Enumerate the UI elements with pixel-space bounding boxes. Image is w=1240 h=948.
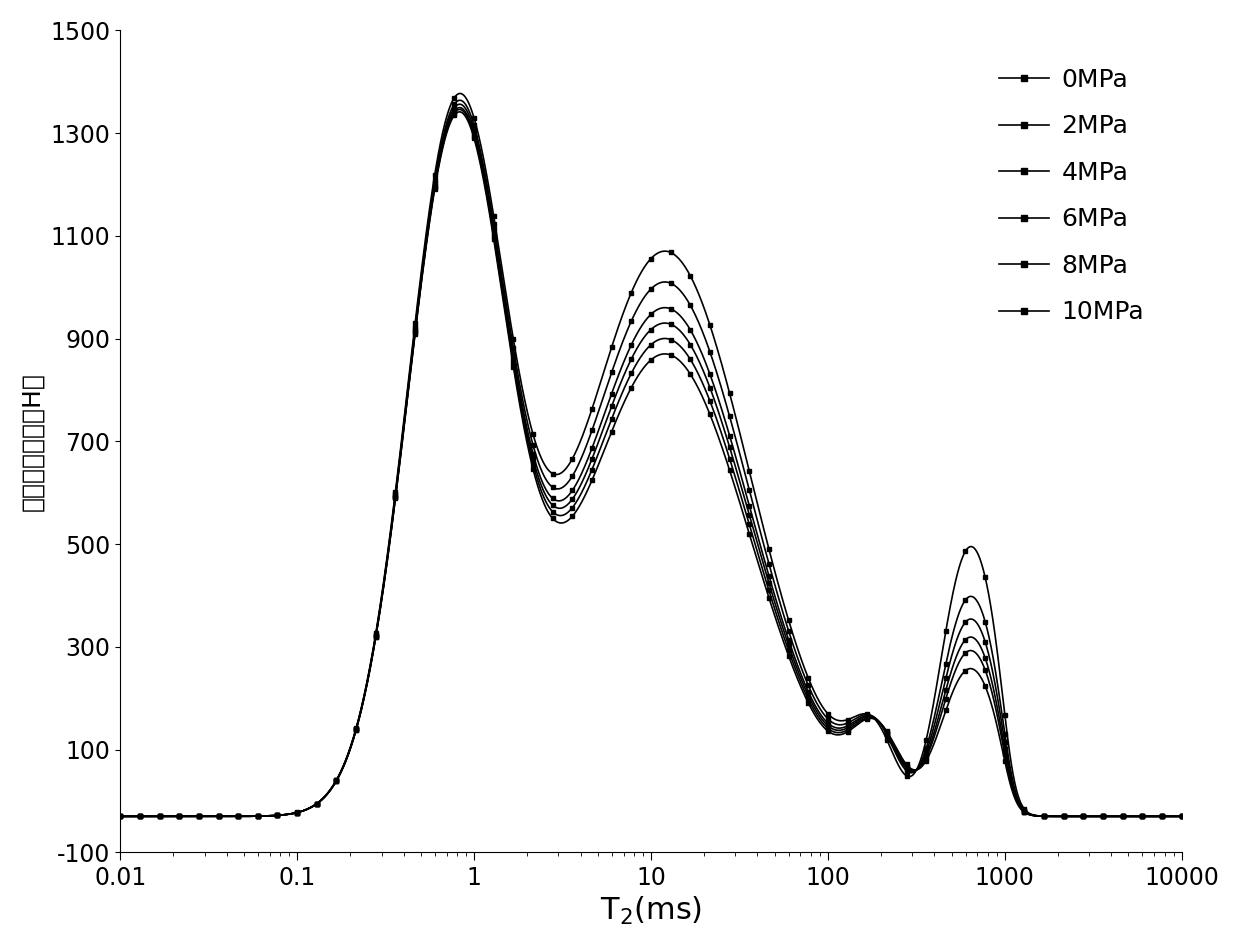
6MPa [618, 368, 632, 379]
6MPa [453, 102, 467, 114]
10MPa [1142, 811, 1157, 822]
0MPa [453, 88, 467, 100]
4MPa [1089, 811, 1104, 822]
10MPa [1174, 811, 1189, 822]
6MPa [1089, 811, 1104, 822]
10MPa [113, 811, 128, 822]
4MPa [1174, 811, 1189, 822]
Y-axis label: 核磁信号强度（H）: 核磁信号强度（H） [21, 372, 45, 511]
6MPa [1174, 811, 1189, 822]
10MPa [1089, 811, 1104, 822]
0MPa [113, 811, 128, 822]
6MPa [559, 500, 574, 511]
10MPa [559, 516, 574, 527]
8MPa [568, 499, 583, 510]
10MPa [618, 395, 632, 407]
4MPa [453, 99, 467, 110]
2MPa [1174, 811, 1189, 822]
8MPa [559, 508, 574, 520]
0MPa [618, 303, 632, 315]
0MPa [1142, 811, 1157, 822]
10MPa [884, 734, 899, 745]
0MPa [1174, 811, 1189, 822]
2MPa [559, 479, 574, 490]
Line: 8MPa: 8MPa [120, 109, 1182, 816]
4MPa [884, 738, 899, 749]
8MPa [1142, 811, 1157, 822]
2MPa [113, 811, 128, 822]
Line: 4MPa: 4MPa [120, 104, 1182, 816]
8MPa [884, 736, 899, 747]
2MPa [453, 95, 467, 106]
Line: 10MPa: 10MPa [120, 112, 1182, 816]
10MPa [1167, 811, 1182, 822]
4MPa [559, 492, 574, 503]
2MPa [568, 465, 583, 477]
0MPa [884, 745, 899, 757]
4MPa [568, 481, 583, 492]
0MPa [568, 448, 583, 460]
4MPa [618, 354, 632, 365]
8MPa [1174, 811, 1189, 822]
4MPa [113, 811, 128, 822]
2MPa [1167, 811, 1182, 822]
Line: 2MPa: 2MPa [120, 100, 1182, 816]
0MPa [1168, 811, 1183, 822]
6MPa [884, 736, 899, 747]
4MPa [1167, 811, 1182, 822]
X-axis label: T$_2$(ms): T$_2$(ms) [600, 895, 702, 927]
2MPa [1142, 811, 1157, 822]
0MPa [1089, 811, 1104, 822]
6MPa [1142, 811, 1157, 822]
6MPa [113, 811, 128, 822]
Legend: 0MPa, 2MPa, 4MPa, 6MPa, 8MPa, 10MPa: 0MPa, 2MPa, 4MPa, 6MPa, 8MPa, 10MPa [975, 43, 1169, 349]
8MPa [618, 381, 632, 392]
6MPa [1167, 811, 1182, 822]
Line: 6MPa: 6MPa [120, 108, 1182, 816]
0MPa [559, 463, 574, 474]
10MPa [568, 507, 583, 519]
2MPa [618, 331, 632, 342]
2MPa [884, 739, 899, 751]
8MPa [113, 811, 128, 822]
8MPa [1167, 811, 1182, 822]
6MPa [568, 489, 583, 501]
Line: 0MPa: 0MPa [120, 94, 1182, 816]
2MPa [1089, 811, 1104, 822]
4MPa [1142, 811, 1157, 822]
8MPa [453, 103, 467, 115]
10MPa [453, 106, 467, 118]
8MPa [1089, 811, 1104, 822]
